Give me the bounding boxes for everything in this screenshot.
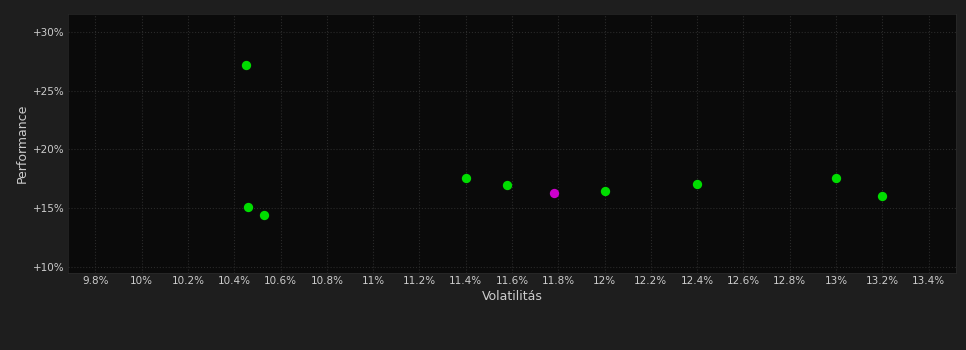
- Point: [597, 188, 612, 194]
- Point: [238, 62, 253, 68]
- Point: [828, 175, 843, 181]
- Point: [499, 182, 515, 188]
- Point: [690, 181, 705, 186]
- Point: [874, 194, 890, 199]
- Point: [257, 212, 272, 218]
- Point: [241, 204, 256, 210]
- X-axis label: Volatilitás: Volatilitás: [481, 290, 543, 303]
- Point: [546, 190, 561, 196]
- Y-axis label: Performance: Performance: [15, 104, 29, 183]
- Point: [458, 175, 473, 181]
